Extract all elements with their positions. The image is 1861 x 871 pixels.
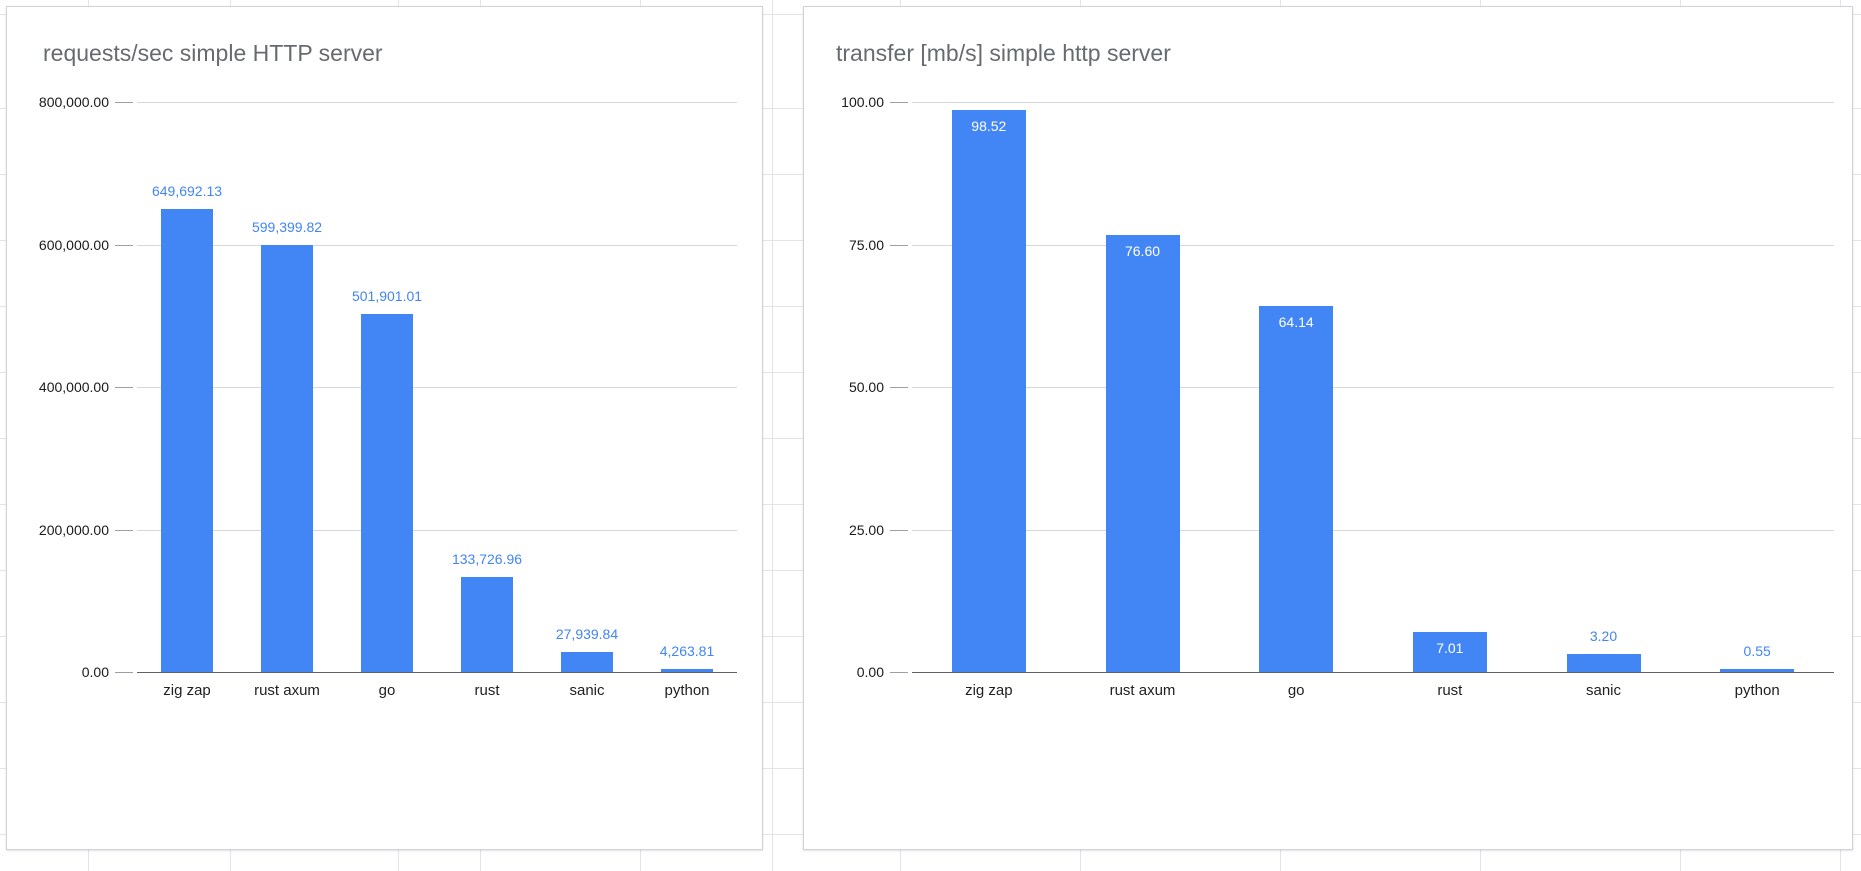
plot-area-requests-per-sec: 0.00 200,000.00 400,000.00 600,000.00 800,00…	[7, 87, 764, 699]
y-axis-tick-label: 75.00	[848, 236, 884, 253]
x-axis-category-label-rust-axum: rust axum	[254, 682, 320, 699]
bar-go[interactable]	[361, 314, 413, 672]
y-tick-mark-1	[115, 529, 133, 531]
x-axis-category-label-rust: rust	[474, 682, 500, 699]
y-axis-tick-label: 0.00	[81, 664, 109, 680]
x-axis-category-label-go: go	[378, 682, 396, 699]
chart-card-requests-per-sec[interactable]: requests/sec simple HTTP server 0.00 200,…	[6, 6, 763, 850]
x-axis-line	[912, 672, 1834, 673]
x-axis-line	[137, 672, 737, 673]
bar-value-label-rust: 7.01	[1436, 640, 1464, 657]
gridline-200,000.00	[137, 529, 737, 531]
x-axis-category-label-go: go	[1287, 682, 1305, 699]
bar-rust-axum[interactable]	[1105, 235, 1180, 672]
y-tick-mark-1	[890, 529, 908, 531]
y-tick-mark-2	[115, 387, 133, 388]
gridline-50.00	[912, 387, 1834, 388]
x-axis-category-label-sanic: sanic	[1585, 682, 1622, 699]
gridline-800,000.00	[137, 102, 737, 103]
bar-python[interactable]	[661, 668, 713, 672]
gridline-100.00	[912, 102, 1834, 103]
gridline-400,000.00	[137, 387, 737, 388]
x-axis-category-label-zig-zap: zig zap	[965, 682, 1013, 699]
y-axis-tick-label: 800,000.00	[38, 94, 109, 110]
bar-rust[interactable]	[1412, 632, 1487, 672]
x-axis-category-label-rust: rust	[1437, 682, 1463, 699]
x-axis-category-label-rust-axum: rust axum	[1109, 682, 1176, 699]
chart-title-transfer-mbps: transfer [mb/s] simple http server	[836, 40, 1171, 66]
sheet-column-line-5	[772, 0, 773, 871]
bar-value-label-python: 0.55	[1743, 642, 1771, 659]
bar-value-label-rust-axum: 599,399.82	[251, 218, 323, 235]
y-axis-tick-label: 25.00	[848, 521, 884, 538]
x-axis-category-label-python: python	[1734, 682, 1780, 699]
gridline-75.00	[912, 244, 1834, 246]
bar-python[interactable]	[1720, 668, 1795, 672]
y-axis-tick-label: 400,000.00	[38, 379, 109, 395]
bar-value-label-zig-zap: 98.52	[971, 118, 1007, 135]
bar-go[interactable]	[1259, 306, 1334, 672]
y-axis-tick-label: 200,000.00	[38, 521, 109, 538]
bar-zig-zap[interactable]	[951, 110, 1026, 672]
bar-value-label-go: 64.14	[1278, 314, 1314, 331]
bar-value-label-rust: 133,726.96	[451, 550, 523, 567]
y-tick-mark-3	[115, 244, 133, 246]
bar-value-label-sanic: 3.20	[1589, 627, 1618, 644]
bar-value-label-go: 501,901.01	[351, 288, 423, 305]
y-tick-mark-4	[115, 102, 133, 103]
bar-zig-zap[interactable]	[161, 209, 213, 672]
y-axis-tick-label: 50.00	[848, 379, 884, 395]
gridline-600,000.00	[137, 244, 737, 246]
bar-rust[interactable]	[461, 576, 513, 672]
bar-value-label-rust-axum: 76.60	[1124, 243, 1161, 260]
plot-area-transfer-mbps: 0.00 25.00 50.00 75.00 100.00 98.52 zig zap 76.…	[804, 87, 1854, 699]
chart-title-requests-per-sec: requests/sec simple HTTP server	[43, 40, 383, 66]
y-tick-mark-0	[115, 672, 133, 673]
x-axis-category-label-zig-zap: zig zap	[163, 682, 211, 699]
bar-sanic[interactable]	[1566, 653, 1641, 672]
y-tick-mark-0	[890, 672, 908, 673]
bar-value-label-sanic: 27,939.84	[555, 626, 619, 643]
bar-sanic[interactable]	[561, 652, 613, 672]
chart-card-transfer-mbps[interactable]: transfer [mb/s] simple http server 0.00 2…	[803, 6, 1853, 850]
y-axis-tick-label: 600,000.00	[38, 236, 109, 253]
gridline-25.00	[912, 529, 1834, 531]
y-tick-mark-4	[890, 102, 908, 103]
bar-value-label-python: 4,263.81	[659, 642, 715, 659]
y-axis-tick-label: 100.00	[841, 94, 884, 110]
y-tick-mark-2	[890, 387, 908, 388]
x-axis-category-label-python: python	[664, 682, 710, 699]
y-axis-tick-label: 0.00	[856, 664, 884, 680]
x-axis-category-label-sanic: sanic	[569, 682, 605, 699]
y-tick-mark-3	[890, 244, 908, 246]
bar-rust-axum[interactable]	[261, 244, 313, 672]
bar-value-label-zig-zap: 649,692.13	[151, 183, 223, 200]
